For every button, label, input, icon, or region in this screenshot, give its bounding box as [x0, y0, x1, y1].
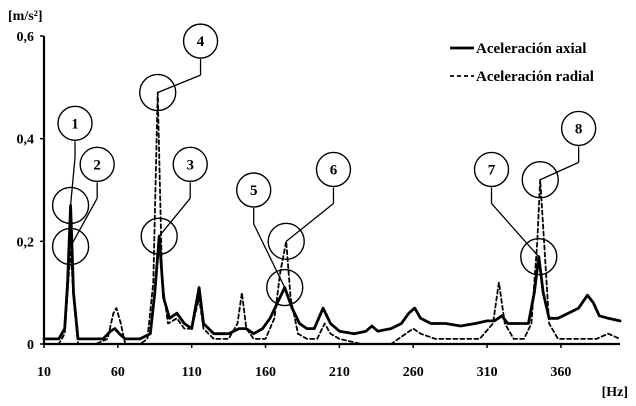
annotation-number-circle-6: [473, 151, 510, 188]
series-line-0: [42, 204, 622, 341]
y-tick-label-3: 0,6: [17, 30, 35, 45]
legend-label-0: Aceleración axial: [476, 41, 586, 57]
x-axis-label: [Hz]: [602, 385, 628, 400]
annotation-number-circle-3: [182, 23, 219, 59]
legend-label-1: Aceleración radial: [476, 69, 594, 85]
annotation-leader-3: [157, 74, 201, 94]
x-tick-label-6: 310: [477, 365, 498, 380]
annotation-label-2: 3: [186, 157, 194, 173]
annotation-leader-7: [539, 161, 579, 181]
annotation-leader-5: [285, 202, 334, 242]
series-layer: [42, 91, 622, 345]
annotation-peak-circle-3: [139, 73, 177, 112]
annotation-label-7: 8: [575, 121, 583, 137]
annotation-peak-circle-4: [266, 268, 304, 307]
x-tick-label-0: 10: [37, 365, 51, 380]
annotation-number-circle-1: [79, 146, 115, 183]
y-tick-label-1: 0,2: [17, 235, 35, 250]
annotation-peak-circle-0: [51, 186, 90, 225]
x-tick-label-1: 60: [111, 365, 125, 380]
x-tick-label-3: 160: [255, 365, 276, 380]
annotation-peak-circle-7: [521, 161, 559, 199]
annotation-label-0: 1: [71, 116, 79, 132]
annotation-number-circle-2: [172, 146, 208, 183]
annotation-leader-4: [253, 223, 286, 288]
annotation-peak-circle-5: [267, 222, 305, 261]
annotation-label-5: 6: [330, 162, 338, 178]
annotation-peak-circle-2: [140, 217, 178, 255]
y-tick-label-2: 0,4: [17, 133, 35, 148]
annotation-number-circle-0: [57, 105, 93, 141]
annotation-peak-circle-1: [51, 227, 90, 266]
annotation-number-circle-5: [315, 151, 352, 188]
annotation-label-6: 7: [488, 162, 496, 178]
x-tick-label-5: 260: [403, 365, 424, 380]
annotation-leader-2: [158, 197, 191, 237]
annotation-label-1: 2: [93, 157, 101, 173]
annotation-number-circle-7: [560, 110, 597, 147]
legend-layer: Aceleración axial Aceleración radial: [450, 41, 594, 85]
series-line-1: [43, 91, 621, 345]
annotation-leader-1: [70, 198, 98, 247]
annotation-label-3: 4: [197, 34, 205, 50]
annotation-label-4: 5: [250, 183, 258, 199]
annotation-peak-circle-6: [520, 238, 558, 276]
x-tick-label-7: 360: [550, 365, 571, 380]
y-tick-label-0: 0: [27, 338, 34, 353]
x-tick-label-2: 110: [182, 365, 202, 380]
x-tick-label-4: 210: [329, 365, 350, 380]
y-axis-label: [m/s²]: [8, 9, 43, 24]
annotation-layer: 1 2 3 4 5 6 7 8: [51, 23, 597, 307]
annotation-leader-0: [69, 157, 76, 206]
annotation-leader-6: [491, 203, 540, 258]
annotation-number-circle-4: [236, 172, 272, 208]
